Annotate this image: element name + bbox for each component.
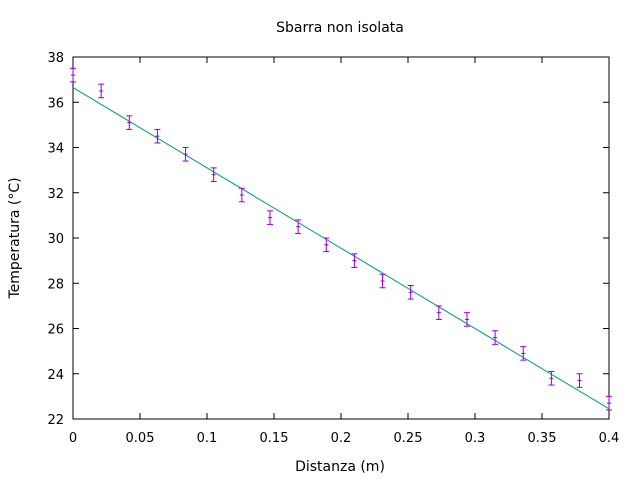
data-point [210, 167, 217, 182]
x-tick-label: 0.05 [126, 431, 155, 446]
data-point [323, 237, 330, 253]
data-point [295, 219, 302, 234]
x-tick-label: 0 [69, 431, 77, 446]
data-point [70, 67, 76, 83]
data-point [435, 305, 442, 320]
data-point [154, 128, 161, 144]
x-tick-label: 0.15 [260, 431, 289, 446]
data-point [407, 285, 414, 300]
data-points-layer [70, 67, 612, 411]
fit-line-layer [72, 87, 610, 410]
y-tick-label: 22 [47, 413, 64, 428]
y-tick-label: 26 [47, 323, 64, 338]
y-tick-label: 36 [47, 96, 64, 111]
x-tick-label: 0.2 [331, 431, 352, 446]
data-point [379, 273, 386, 289]
y-tick-label: 32 [47, 187, 64, 202]
x-tick-label: 0.4 [599, 431, 620, 446]
y-tick-label: 34 [47, 142, 64, 157]
data-point [98, 83, 105, 99]
data-point [266, 210, 273, 225]
y-tick-label: 24 [47, 368, 64, 383]
fit-line [72, 87, 610, 410]
data-point [576, 373, 583, 388]
x-axis-label: Distanza (m) [295, 459, 385, 475]
x-axis: 0 0.05 0.1 0.15 0.2 0.25 0.3 0.35 0.4 [69, 57, 619, 446]
x-tick-label: 0.3 [465, 431, 486, 446]
y-tick-label: 28 [47, 277, 64, 292]
data-point [238, 187, 245, 203]
y-axis: 22 24 26 28 30 32 34 36 38 [47, 51, 609, 428]
x-tick-label: 0.25 [394, 431, 423, 446]
chart-title: Sbarra non isolata [276, 20, 404, 36]
data-point [492, 330, 499, 345]
data-point [548, 370, 555, 386]
data-point [606, 395, 612, 411]
data-point [351, 253, 358, 268]
data-point [182, 147, 189, 162]
x-tick-label: 0.35 [528, 431, 557, 446]
data-point [520, 346, 527, 361]
x-tick-label: 0.1 [197, 431, 218, 446]
plot-frame [72, 56, 610, 420]
y-tick-label: 30 [47, 232, 64, 247]
data-point [126, 115, 133, 130]
data-point [463, 312, 470, 327]
y-axis-label: Temperatura (°C) [7, 177, 23, 299]
y-tick-label: 38 [47, 51, 64, 66]
